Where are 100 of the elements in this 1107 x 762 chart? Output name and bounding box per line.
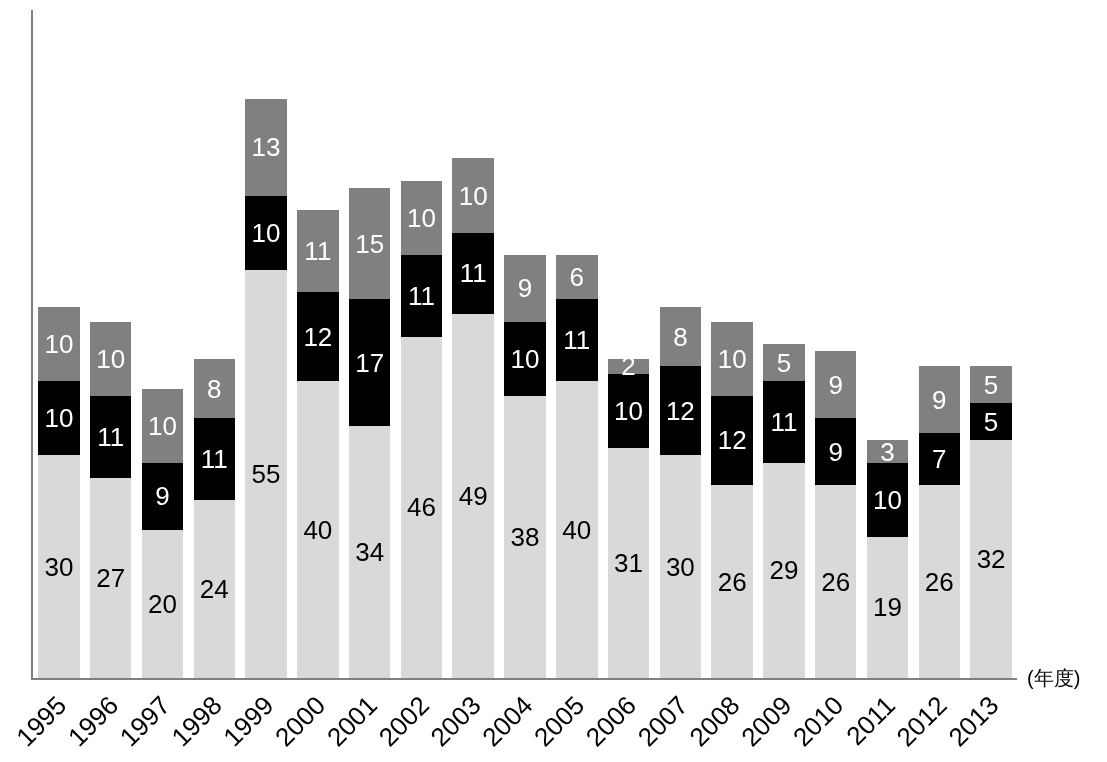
- data-label: 26: [924, 566, 954, 597]
- bar: [970, 366, 1012, 404]
- bar: [659, 366, 702, 456]
- bar: [400, 180, 443, 255]
- bar: [348, 299, 391, 426]
- data-label: 9: [155, 481, 170, 512]
- bar: [763, 344, 805, 382]
- bar: [348, 425, 391, 678]
- bar: [556, 299, 598, 382]
- bar: [38, 455, 80, 678]
- bar: [141, 529, 184, 678]
- bar: [245, 195, 287, 270]
- data-label: 40: [562, 514, 592, 545]
- bar: [193, 418, 235, 500]
- bar: [711, 395, 753, 486]
- data-label: 38: [510, 521, 540, 552]
- bar: [89, 321, 132, 396]
- bar: [38, 306, 80, 382]
- data-label: 3: [880, 436, 895, 467]
- data-label: 19: [873, 592, 902, 623]
- data-label: 11: [200, 444, 228, 475]
- bar: [193, 358, 235, 419]
- bar: [556, 254, 598, 300]
- data-label: 31: [614, 547, 644, 578]
- data-label: 11: [563, 325, 591, 356]
- bar: [504, 321, 546, 396]
- bar: [711, 321, 753, 396]
- data-label: 10: [148, 410, 177, 441]
- data-label: 10: [510, 343, 540, 374]
- data-label: 24: [199, 573, 229, 604]
- data-label: 9: [828, 436, 843, 467]
- bar: [400, 336, 443, 678]
- data-label: 12: [665, 395, 695, 426]
- data-label: 10: [873, 484, 902, 515]
- x-axis-title: (年度): [1027, 667, 1081, 689]
- data-label: 12: [303, 321, 333, 352]
- bar: [970, 403, 1012, 441]
- bar: [38, 381, 80, 456]
- bar: [141, 462, 184, 530]
- data-label: 40: [303, 514, 333, 545]
- data-label: 20: [148, 588, 177, 619]
- bar: [918, 366, 961, 434]
- data-label: 11: [97, 421, 125, 452]
- bar: [452, 314, 494, 678]
- data-label: 27: [96, 562, 126, 593]
- bar: [89, 477, 132, 678]
- bar: [504, 254, 546, 322]
- data-label: 5: [983, 406, 999, 437]
- bar: [297, 292, 339, 382]
- data-label: 8: [673, 321, 688, 352]
- data-label: 11: [304, 236, 332, 267]
- bar: [245, 99, 287, 196]
- bar: [970, 440, 1012, 678]
- data-label: 34: [355, 536, 385, 567]
- bar: [815, 418, 857, 486]
- data-label: 32: [976, 544, 1006, 575]
- bar: [556, 381, 598, 678]
- bar: [607, 447, 650, 678]
- bar: [245, 269, 287, 678]
- data-label: 9: [932, 384, 947, 415]
- data-label: 6: [569, 262, 585, 293]
- bar: [400, 254, 443, 337]
- bar: [141, 388, 184, 463]
- bar: [815, 485, 857, 678]
- bar: [659, 455, 702, 678]
- data-label: 15: [355, 228, 385, 259]
- bar: [452, 232, 494, 315]
- data-label: 10: [717, 343, 747, 374]
- data-label: 10: [614, 395, 644, 426]
- data-label: 9: [828, 369, 843, 400]
- data-label: 29: [769, 555, 799, 586]
- data-label: 55: [251, 458, 281, 489]
- data-label: 49: [458, 481, 488, 512]
- bar: [659, 306, 702, 367]
- data-label: 5: [776, 347, 792, 378]
- data-label: 46: [406, 492, 436, 523]
- bar: [348, 188, 391, 300]
- data-label: 30: [44, 551, 74, 582]
- bar: [297, 210, 339, 293]
- data-label: 10: [406, 202, 436, 233]
- bar: [711, 485, 753, 678]
- bar: [866, 536, 909, 678]
- data-label: 10: [96, 343, 126, 374]
- data-label: 9: [517, 273, 533, 304]
- data-label: 11: [407, 280, 435, 311]
- bar: [297, 381, 339, 678]
- data-label: 13: [251, 132, 281, 163]
- data-label: 30: [665, 551, 695, 582]
- data-label: 10: [251, 217, 281, 248]
- data-label: 17: [355, 347, 385, 378]
- bar: [607, 373, 650, 448]
- data-label: 10: [44, 329, 74, 359]
- bar: [918, 485, 961, 678]
- data-label: 11: [770, 406, 798, 437]
- data-label: 26: [717, 566, 747, 597]
- bar: [89, 395, 132, 478]
- data-label: 11: [459, 258, 487, 289]
- data-label: 12: [717, 425, 747, 456]
- data-label: 5: [983, 369, 999, 400]
- bar: [452, 158, 494, 233]
